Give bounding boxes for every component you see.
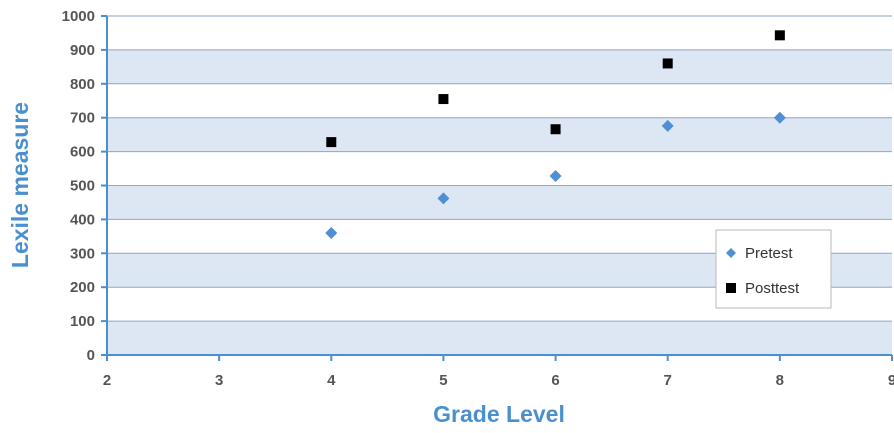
y-tick-label: 900 <box>70 42 95 59</box>
plot-band <box>107 321 892 355</box>
pretest-point <box>661 119 674 132</box>
pretest-point <box>549 170 562 183</box>
posttest-point <box>662 58 673 69</box>
x-tick-label: 7 <box>664 372 672 389</box>
x-tick-label: 4 <box>327 372 336 389</box>
y-tick-label: 1000 <box>62 8 95 25</box>
y-tick-label: 700 <box>70 110 95 127</box>
legend-posttest-marker <box>726 283 736 293</box>
legend-posttest-label: Posttest <box>745 280 800 297</box>
x-axis-title: Grade Level <box>433 401 565 427</box>
y-tick-label: 200 <box>70 279 95 296</box>
pretest-point <box>437 192 450 205</box>
plot-bands <box>107 49 892 355</box>
y-axis-title: Lexile measure <box>7 102 33 268</box>
x-tick-label: 2 <box>103 372 111 389</box>
y-tick-label: 800 <box>70 76 95 93</box>
y-tick-label: 500 <box>70 178 95 195</box>
posttest-point <box>438 94 449 105</box>
plot-band <box>107 185 892 220</box>
posttest-point <box>550 124 561 135</box>
plot-band <box>107 117 892 152</box>
pretest-point <box>325 226 338 239</box>
gridlines <box>107 15 892 322</box>
legend-box <box>715 229 832 309</box>
y-tick-label: 0 <box>87 347 95 364</box>
legend-pretest-label: Pretest <box>745 245 793 262</box>
legend: Pretest Posttest <box>715 229 832 309</box>
x-tick-label: 3 <box>215 372 223 389</box>
x-tick-label: 6 <box>551 372 559 389</box>
y-axis-ticks: 0 100 200 300 400 500 600 700 800 900 1000 <box>62 8 107 364</box>
y-tick-label: 100 <box>70 313 95 330</box>
x-tick-label: 5 <box>439 372 447 389</box>
y-tick-label: 400 <box>70 211 95 228</box>
pretest-point <box>773 111 786 124</box>
legend-pretest-marker <box>726 248 736 258</box>
y-tick-label: 300 <box>70 245 95 262</box>
plot-band <box>107 49 892 84</box>
data-points <box>325 30 786 239</box>
x-tick-label: 9 <box>888 372 894 389</box>
posttest-point <box>774 30 785 41</box>
x-tick-label: 8 <box>776 372 784 389</box>
posttest-point <box>326 137 337 148</box>
y-tick-label: 600 <box>70 144 95 161</box>
x-axis-ticks: 2 3 4 5 6 7 8 9 <box>103 355 894 389</box>
